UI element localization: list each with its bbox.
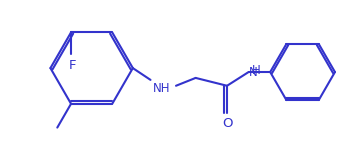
Text: N: N <box>249 66 257 78</box>
Text: F: F <box>68 59 76 72</box>
Text: O: O <box>222 117 232 130</box>
Text: H: H <box>252 64 260 77</box>
Text: NH: NH <box>152 82 170 95</box>
